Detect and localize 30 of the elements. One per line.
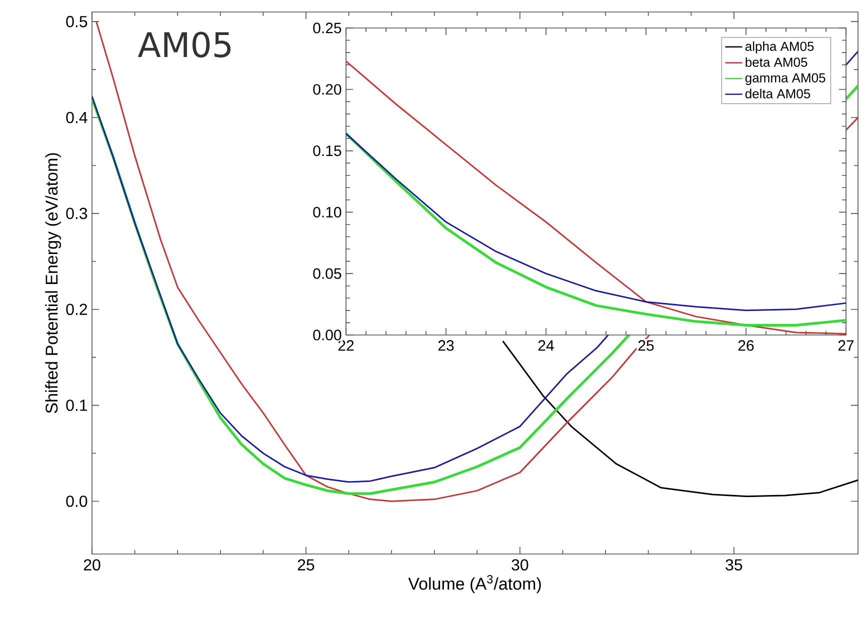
y-tick-label: 0.4 xyxy=(66,112,88,124)
legend-label: gamma AM05 xyxy=(745,73,826,86)
annotation: AM05 xyxy=(138,32,231,58)
x-tick-label: 30 xyxy=(512,559,528,571)
y-tick-label: 0.3 xyxy=(66,208,88,220)
y-tick-label: 0.05 xyxy=(313,268,342,279)
y-tick-label: 0.2 xyxy=(66,304,88,316)
x-tick-label: 23 xyxy=(438,340,454,351)
y-tick-label: 0.00 xyxy=(313,330,342,340)
y-axis-title: Shifted Potential Energy (eV/atom) xyxy=(45,153,62,414)
y-tick-label: 0.10 xyxy=(313,206,342,218)
x-tick-label: 25 xyxy=(298,559,314,571)
legend-label: alpha AM05 xyxy=(745,41,814,54)
y-tick-label: 0.0 xyxy=(66,496,88,507)
legend-label: delta AM05 xyxy=(745,88,810,98)
legend-label: beta AM05 xyxy=(746,57,808,67)
x-tick-label: 22 xyxy=(338,340,354,351)
x-axis-title: Volume (A$^{3}$/atom) xyxy=(408,575,541,594)
y-tick-label: 0.5 xyxy=(66,16,88,28)
x-tick-label: 20 xyxy=(84,559,100,571)
x-tick-label: 27 xyxy=(838,340,854,351)
x-tick-label: 24 xyxy=(538,340,554,351)
y-tick-label: 0.25 xyxy=(313,22,342,34)
x-tick-label: 35 xyxy=(726,559,742,571)
y-tick-label: 0.20 xyxy=(313,84,342,95)
y-tick-label: 0.15 xyxy=(313,145,342,156)
line-series xyxy=(502,340,858,498)
y-tick-label: 0.1 xyxy=(66,400,88,411)
x-tick-label: 25 xyxy=(638,340,654,351)
x-tick-label: 26 xyxy=(738,340,754,351)
